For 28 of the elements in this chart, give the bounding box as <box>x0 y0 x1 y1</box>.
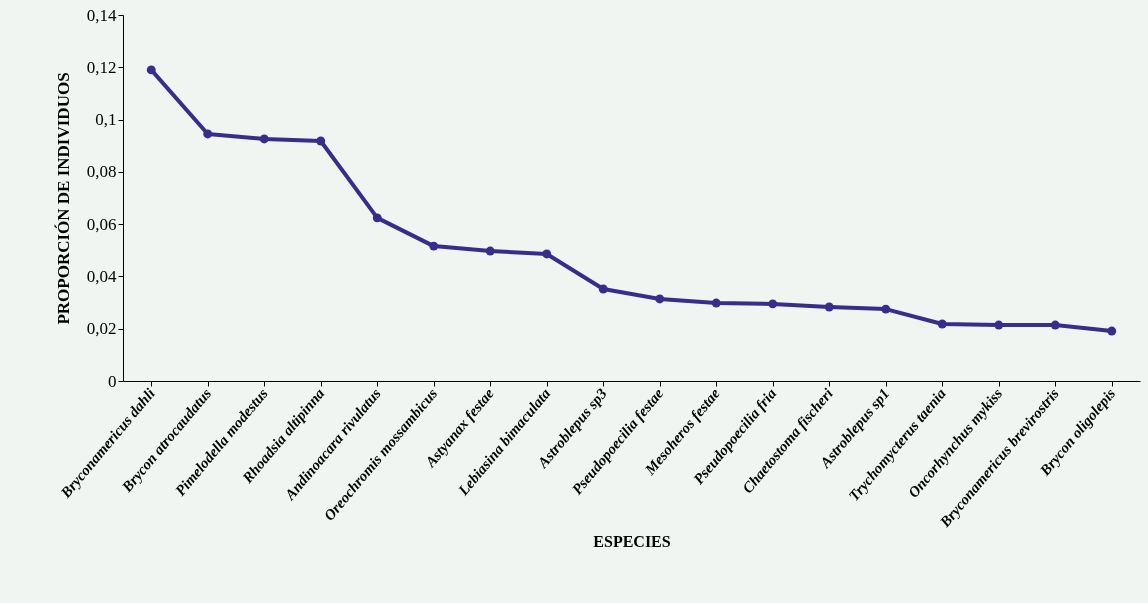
y-tick-label: 0,04 <box>86 266 117 286</box>
point <box>768 299 778 309</box>
point <box>655 294 665 304</box>
point <box>542 249 552 259</box>
point <box>937 319 947 329</box>
y-tick-label: 0,06 <box>86 214 117 234</box>
point <box>429 241 439 251</box>
point <box>994 320 1004 330</box>
point <box>146 65 156 75</box>
point <box>598 284 608 294</box>
point <box>1107 326 1117 336</box>
point <box>824 302 834 312</box>
y-tick-label: 0,08 <box>86 162 117 182</box>
y-tick-label: 0,12 <box>86 57 117 77</box>
y-tick-label: 0,02 <box>86 319 117 339</box>
y-tick-label: 0,14 <box>86 5 117 25</box>
y-tick-label: 0,1 <box>95 110 117 130</box>
point <box>485 246 495 256</box>
point <box>711 298 721 308</box>
x-axis-title: ESPECIES <box>593 533 671 551</box>
y-tick-label: 0 <box>108 371 117 391</box>
point <box>372 213 382 223</box>
point <box>316 136 326 146</box>
point <box>259 134 269 144</box>
point <box>1050 320 1060 330</box>
point <box>881 304 891 314</box>
point <box>203 129 213 139</box>
y-axis-title: PROPORCIÓN DE INDIVIDUOS <box>53 72 73 325</box>
